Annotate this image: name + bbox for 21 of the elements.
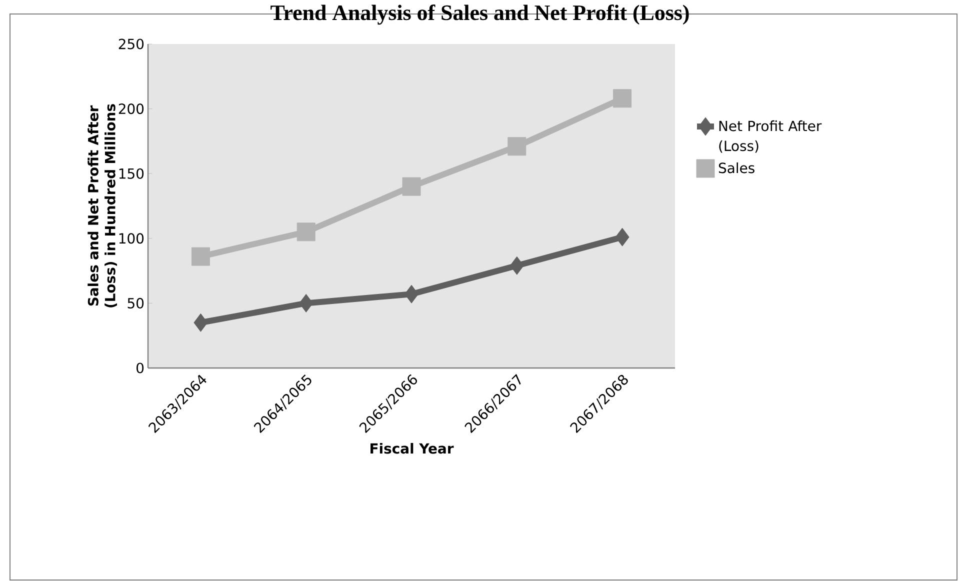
y-tick-label: 200 bbox=[118, 104, 144, 114]
point bbox=[508, 137, 526, 156]
y-tick-label: 100 bbox=[119, 233, 144, 244]
point bbox=[615, 228, 630, 246]
point bbox=[191, 247, 210, 266]
y-tick-label: 250 bbox=[118, 38, 144, 50]
point bbox=[402, 177, 421, 196]
y-tick-label: 150 bbox=[119, 168, 144, 179]
point bbox=[404, 284, 418, 304]
point bbox=[613, 89, 632, 108]
chart-title: Trend Analysis of Sales and Net Profit (Loss) bbox=[270, 4, 689, 25]
x-axis-title: Fiscal Year bbox=[370, 442, 454, 454]
y-tick-label: 0 bbox=[136, 362, 144, 374]
legend-label: Net Profit After (Loss) bbox=[719, 120, 822, 153]
point bbox=[194, 313, 208, 332]
legend-label: Sales bbox=[718, 162, 754, 174]
point bbox=[299, 294, 314, 312]
y-axis-title: Sales and Net Profit After (Loss) in Hundred Millions bbox=[88, 104, 118, 308]
point bbox=[296, 222, 316, 242]
point bbox=[510, 256, 524, 275]
y-tick-label: 50 bbox=[128, 298, 144, 308]
